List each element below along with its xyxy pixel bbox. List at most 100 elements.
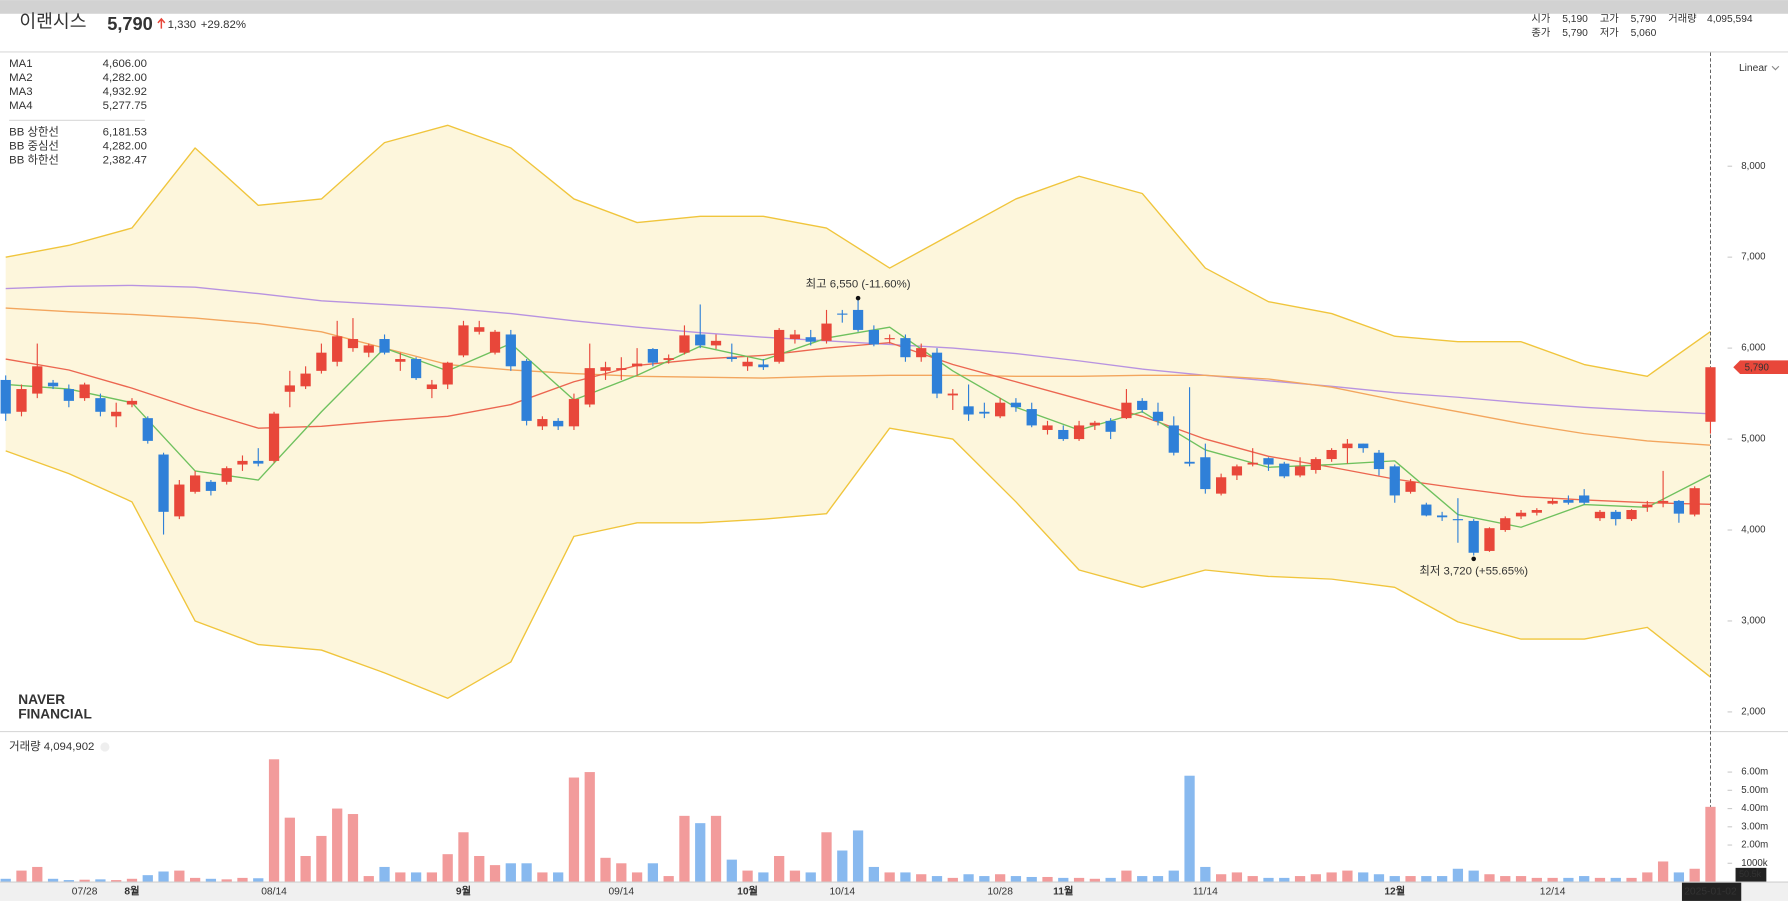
volume-bar <box>1089 878 1100 882</box>
candle-body <box>1263 458 1274 465</box>
volume-bar <box>1610 877 1621 882</box>
candle-body <box>884 338 895 340</box>
volume-bar <box>1405 876 1416 882</box>
volume-bar <box>995 874 1006 882</box>
volume-cursor-box <box>1735 867 1767 882</box>
candle-body <box>1342 443 1353 449</box>
candle-body <box>1626 510 1637 520</box>
candle-body <box>521 360 532 421</box>
volume-bar <box>300 855 311 882</box>
volume-bar <box>695 823 706 882</box>
volume-bar <box>852 830 864 882</box>
candle-body <box>379 339 390 353</box>
volume-bar <box>505 863 516 882</box>
x-tick-label: 11/14 <box>1193 887 1218 898</box>
volume-bar <box>963 874 974 882</box>
x-tick-label: 07/28 <box>72 887 98 898</box>
legend-label: BB 중심선 <box>9 139 59 152</box>
candle-body <box>1010 402 1022 408</box>
candle-body <box>852 309 864 330</box>
watermark: FINANCIAL <box>18 707 92 722</box>
volume-bar <box>268 759 280 882</box>
candle-body <box>1042 425 1053 430</box>
x-tick-label: 12월 <box>1384 885 1405 898</box>
volume-bar <box>1579 876 1590 882</box>
volume-bar <box>1594 877 1606 882</box>
candle-body <box>1184 461 1195 464</box>
volume-bar <box>916 874 927 882</box>
volume-bar <box>931 876 943 882</box>
volume-bar <box>237 877 248 882</box>
candle-body <box>1373 452 1385 470</box>
volume-title: 거래량 4,094,902 <box>9 740 94 753</box>
y-tick-label: 4,000 <box>1741 525 1766 536</box>
candle-body <box>174 484 185 517</box>
candle-body <box>474 327 485 332</box>
volume-bar <box>1215 874 1227 882</box>
volume-bar <box>1121 870 1132 882</box>
scale-mode[interactable]: Linear <box>1739 63 1768 74</box>
candle-body <box>1579 495 1590 503</box>
candle-body <box>32 366 43 394</box>
volume-tick-label: 5.00m <box>1741 785 1768 796</box>
candle-body <box>95 398 106 412</box>
volume-bar <box>1373 874 1385 882</box>
candle-body <box>1531 510 1542 513</box>
candle-body <box>1358 443 1369 449</box>
volume-bar <box>1563 877 1574 882</box>
volume-bar <box>647 863 659 882</box>
y-tick-label: 3,000 <box>1741 616 1766 627</box>
volume-bar <box>1421 876 1432 882</box>
volume-bar <box>663 876 674 882</box>
scale-mode-chevron[interactable] <box>1771 65 1780 71</box>
volume-bar <box>710 815 722 882</box>
volume-bar <box>63 880 74 882</box>
legend-label: MA1 <box>9 58 32 70</box>
quote-value: 5,790 <box>1631 14 1657 25</box>
volume-bar <box>837 850 848 882</box>
candle-body <box>600 367 611 371</box>
volume-bar <box>521 863 532 882</box>
legend-label: MA4 <box>9 100 32 112</box>
volume-bar <box>363 876 374 882</box>
candle-body <box>821 323 832 341</box>
candle-body <box>553 420 564 427</box>
volume-bar <box>0 878 11 882</box>
volume-bar <box>979 876 990 882</box>
candle-body <box>395 359 406 362</box>
x-tick-label: 10/14 <box>829 887 855 898</box>
volume-bar <box>1137 876 1148 882</box>
candle-body <box>47 382 59 387</box>
watermark: NAVER <box>18 692 65 707</box>
candle-body <box>537 419 548 427</box>
volume-bar <box>111 880 122 882</box>
volume-bar <box>1657 861 1669 882</box>
candle-body <box>1563 500 1574 503</box>
candle-body <box>1168 425 1179 453</box>
volume-bar <box>1484 874 1495 882</box>
candle-body <box>616 368 627 370</box>
volume-bar <box>1452 868 1464 882</box>
low-marker <box>1471 556 1476 562</box>
ma-line <box>5 284 1711 415</box>
volume-bar <box>1626 877 1637 882</box>
candle-body <box>1594 511 1606 519</box>
volume-bar <box>1310 874 1321 882</box>
quote-label: 시가 <box>1531 13 1550 25</box>
quote-value: 5,790 <box>1562 28 1588 39</box>
volume-bar <box>395 872 406 882</box>
candle-body <box>1089 422 1100 426</box>
candle-body <box>742 361 753 367</box>
candle-body <box>931 352 943 394</box>
volume-bar <box>379 866 390 882</box>
x-tick-label: 8월 <box>124 885 139 898</box>
x-cursor-box <box>1681 882 1742 901</box>
volume-bar <box>1168 870 1179 882</box>
volume-bar <box>458 832 469 882</box>
candle-body <box>16 389 27 412</box>
volume-bar <box>1547 877 1558 882</box>
x-tick-label: 10월 <box>737 885 758 898</box>
price-tag-label: 5,790 <box>1745 362 1770 373</box>
volume-bar <box>1200 866 1211 882</box>
